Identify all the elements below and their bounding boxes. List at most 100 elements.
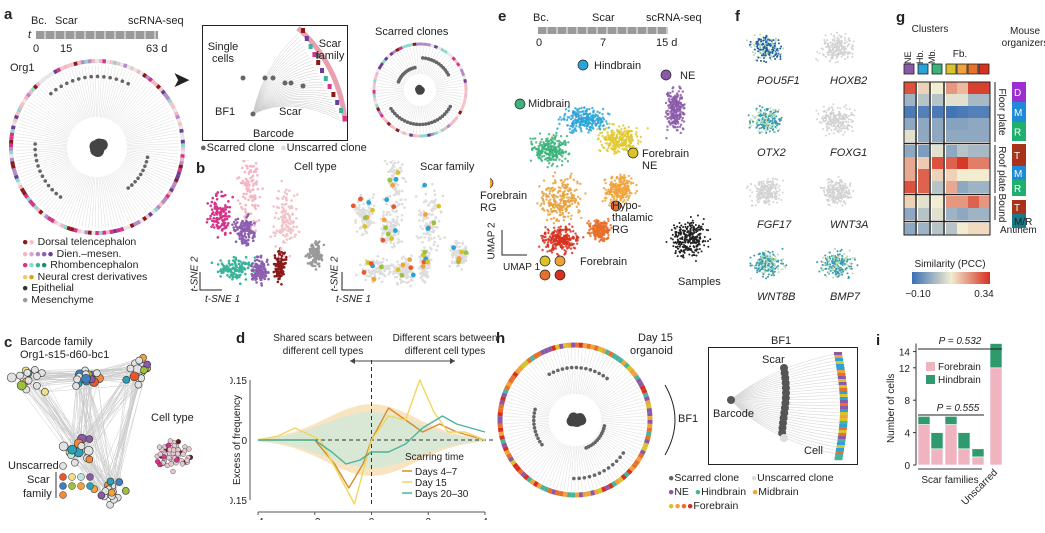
annotation-left: Shared scars between	[273, 333, 373, 344]
leaf-cell	[10, 164, 16, 169]
cell-point	[250, 269, 254, 273]
cell-point	[553, 187, 557, 191]
branch	[81, 176, 92, 228]
cell-point	[382, 210, 385, 214]
leaf-cell	[147, 76, 154, 83]
x-tick-label: 2	[425, 517, 431, 520]
cell-point	[247, 171, 251, 174]
cell-point	[589, 126, 592, 129]
cell-point	[279, 247, 283, 251]
sample-point	[684, 225, 687, 228]
scar-node	[430, 120, 434, 125]
cell-point	[391, 230, 394, 234]
cell-point	[450, 253, 454, 257]
cell-point	[393, 244, 396, 248]
cell-point	[397, 232, 400, 236]
cell-point	[546, 137, 549, 140]
cell-point	[566, 116, 570, 119]
cell-point	[574, 128, 577, 131]
cell-point	[215, 198, 219, 201]
cell-point	[427, 239, 431, 242]
edge	[111, 368, 148, 497]
cell-point	[361, 207, 365, 210]
cell-point	[282, 221, 286, 225]
cell-point	[618, 191, 622, 195]
cell-point	[596, 138, 600, 141]
cell-point	[238, 282, 242, 285]
branch	[386, 100, 408, 119]
leaf-cell	[19, 101, 26, 107]
cell-point	[254, 161, 258, 165]
cell-point	[461, 242, 464, 246]
cell-point	[588, 107, 591, 111]
cell-point	[260, 284, 263, 287]
cell-point	[576, 180, 579, 183]
node	[72, 382, 80, 390]
cell-point	[600, 143, 604, 147]
scar-family-point	[425, 259, 431, 265]
leaf-cell	[144, 74, 151, 81]
cell-point	[594, 221, 597, 225]
cell-point	[226, 205, 229, 209]
scarred-clones-title: Scarred clones	[375, 26, 449, 38]
cell-point	[418, 213, 421, 216]
cell-point	[415, 235, 419, 238]
cell-point	[682, 107, 685, 110]
edge	[19, 375, 95, 490]
cell-point	[251, 188, 255, 191]
leaf-cell	[461, 71, 466, 77]
cell-point	[218, 226, 221, 229]
cell-point	[541, 248, 544, 252]
cell-point	[252, 182, 255, 186]
cell-point	[210, 261, 214, 265]
leaf-cell	[49, 70, 56, 77]
leaf-cell	[463, 96, 467, 102]
cell-point	[618, 194, 622, 198]
cell-point	[251, 199, 255, 202]
cell-point	[675, 107, 679, 111]
cell-point	[283, 228, 287, 231]
cell-point	[598, 223, 602, 227]
cell-point	[606, 236, 610, 239]
cell-point	[607, 134, 610, 138]
cell-point	[577, 203, 580, 206]
cell-point	[235, 274, 239, 277]
scar-node	[262, 75, 268, 81]
cell-point	[422, 210, 425, 213]
leaf-cell	[164, 95, 171, 101]
cell-point	[552, 221, 556, 225]
cell-point	[310, 249, 313, 253]
scar-node	[411, 122, 416, 126]
cell-point	[228, 275, 231, 279]
leaf-cell	[457, 65, 463, 70]
cell-point	[550, 157, 553, 161]
branch	[252, 45, 305, 115]
cell-point	[282, 254, 286, 258]
cell-point	[613, 179, 617, 182]
cell-point	[362, 202, 365, 206]
cell-point	[618, 178, 621, 181]
edge	[88, 384, 139, 451]
leaf-cell	[13, 114, 19, 120]
cell-type-legend-item: ● Epithelial	[22, 282, 147, 295]
cell-point	[569, 196, 573, 200]
cell-point	[220, 229, 224, 232]
cell-point	[390, 161, 393, 164]
cell-point	[577, 120, 581, 123]
scar-node	[440, 114, 445, 118]
cell-point	[676, 120, 679, 124]
cell-point	[392, 242, 396, 246]
leaf-ring	[296, 26, 347, 123]
branch	[126, 139, 179, 145]
cell-point	[419, 260, 422, 264]
barcode-family-network	[6, 354, 194, 509]
cell-point	[312, 250, 316, 254]
scar-family-swatch	[59, 482, 67, 490]
cell-point	[234, 222, 237, 226]
cell-point	[545, 218, 549, 222]
leaf-cell	[176, 171, 182, 176]
cell-point	[231, 273, 235, 277]
cell-type-node	[166, 455, 172, 461]
sample-point	[674, 246, 677, 249]
sample-point	[676, 247, 679, 250]
